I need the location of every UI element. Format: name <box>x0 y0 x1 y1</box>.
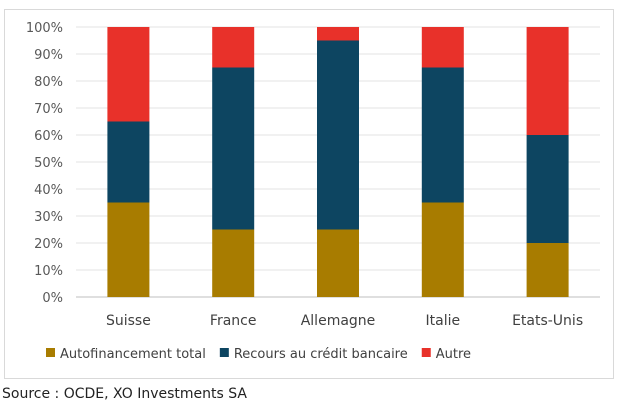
bar-segment <box>212 67 255 230</box>
y-tick-label: 70% <box>34 102 63 117</box>
x-tick-label: Etats-Unis <box>512 313 583 329</box>
chart-frame <box>4 9 614 379</box>
bar-segment <box>317 27 359 41</box>
bar-segment <box>212 229 255 297</box>
bar-segment <box>421 202 464 297</box>
y-tick-label: 20% <box>34 237 63 252</box>
bar-segment <box>526 243 569 297</box>
source-note: Source : OCDE, XO Investments SA <box>2 386 247 402</box>
y-tick-label: 40% <box>34 183 63 198</box>
bar-segment <box>421 67 464 203</box>
y-tick-label: 80% <box>34 75 63 90</box>
legend-swatch <box>46 348 55 357</box>
bar-segment <box>421 27 464 68</box>
bar-segment <box>107 202 150 297</box>
y-tick-label: 0% <box>42 291 63 306</box>
y-tick-label: 50% <box>34 156 63 171</box>
bar-segment <box>317 40 359 230</box>
legend-label: Autofinancement total <box>60 347 206 362</box>
legend-label: Recours au crédit bancaire <box>234 347 408 362</box>
x-tick-label: Allemagne <box>301 313 376 329</box>
legend-swatch <box>219 348 229 357</box>
y-tick-label: 30% <box>34 210 63 225</box>
bar-segment <box>212 27 255 68</box>
bar-segment <box>107 121 150 203</box>
legend-swatch <box>421 348 431 357</box>
bar-segment <box>107 27 150 122</box>
legend-label: Autre <box>436 347 471 362</box>
y-tick-label: 10% <box>34 264 63 279</box>
x-tick-label: France <box>210 313 257 329</box>
bar-segment <box>526 135 569 243</box>
y-tick-label: 100% <box>26 21 63 36</box>
y-tick-label: 90% <box>34 48 63 63</box>
bar-segment <box>317 229 359 297</box>
y-tick-label: 60% <box>34 129 63 144</box>
x-tick-label: Italie <box>426 313 461 329</box>
bar-segment <box>526 27 569 135</box>
x-tick-label: Suisse <box>106 313 151 329</box>
